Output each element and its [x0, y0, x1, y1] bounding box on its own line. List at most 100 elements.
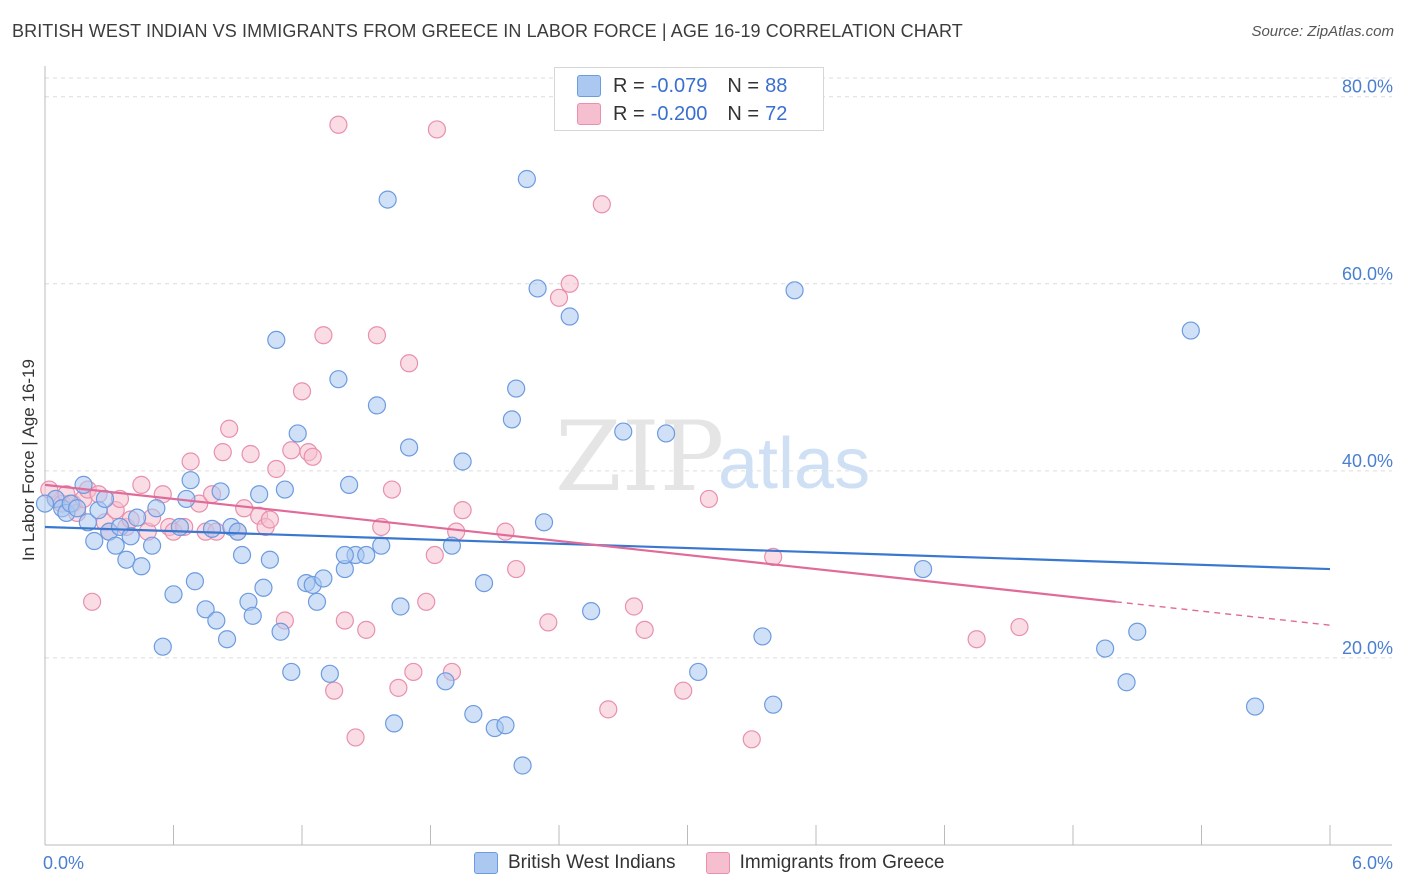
- greece-point: [967, 630, 986, 649]
- bwi-point: [164, 585, 183, 604]
- greece-point: [329, 115, 348, 134]
- bwi-point: [496, 716, 515, 735]
- bwi-point: [35, 494, 55, 513]
- correlation-legend: R = -0.079 N = 88 R = -0.200 N = 72: [554, 67, 824, 131]
- bwi-point: [260, 550, 279, 569]
- greece-point: [592, 195, 611, 214]
- axis-labels: 20.0% 40.0% 60.0% 80.0% 0.0% 6.0% In Labor For…: [19, 77, 1393, 873]
- bwi-trend-line: [44, 525, 1331, 571]
- greece-point: [241, 444, 260, 464]
- bwi-point: [207, 611, 226, 630]
- greece-point: [83, 592, 102, 611]
- bwi-point: [147, 499, 166, 518]
- chart-title: BRITISH WEST INDIAN VS IMMIGRANTS FROM G…: [12, 21, 963, 41]
- greece-point: [303, 447, 322, 466]
- greece-point: [181, 452, 200, 471]
- bwi-point: [232, 545, 252, 565]
- bwi-point: [384, 714, 404, 733]
- bwi-point: [528, 279, 547, 298]
- bwi-point: [314, 569, 333, 588]
- bwi-point: [78, 513, 97, 532]
- bwi-point: [142, 536, 162, 555]
- bwi-point: [170, 517, 190, 537]
- legend-swatch-blue: [577, 75, 601, 97]
- bwi-point: [378, 190, 397, 209]
- greece-point: [220, 419, 239, 438]
- bwi-point: [582, 602, 601, 621]
- greece-point: [399, 354, 419, 373]
- bwi-point: [132, 557, 151, 576]
- bwi-point: [275, 480, 294, 499]
- bwi-point: [307, 592, 327, 611]
- bwi-point: [1181, 321, 1200, 340]
- legend-item-bwi[interactable]: British West Indians: [474, 852, 676, 874]
- bwi-point: [282, 662, 301, 682]
- series-greece-points: [40, 115, 1029, 749]
- grid-lines: [45, 77, 1392, 659]
- greece-point: [367, 326, 387, 345]
- legend-r-label: R =: [613, 102, 645, 125]
- bwi-point: [250, 485, 269, 504]
- bwi-point: [357, 545, 376, 565]
- bwi-point: [320, 664, 339, 683]
- bwi-point: [202, 519, 222, 538]
- bwi-point: [1245, 697, 1265, 716]
- greece-point: [417, 592, 436, 611]
- greece-point: [267, 459, 286, 479]
- legend-r-value: -0.200: [650, 102, 708, 125]
- greece-point: [599, 700, 618, 719]
- bwi-point: [153, 637, 172, 656]
- bwi-point: [243, 606, 262, 625]
- watermark-atlas: atlas: [718, 424, 870, 504]
- greece-point: [453, 501, 472, 520]
- greece-point: [282, 441, 301, 460]
- greece-point: [335, 611, 354, 630]
- greece-point: [549, 288, 569, 307]
- bwi-point: [196, 600, 215, 619]
- legend-row-bwi: R = -0.079 N = 88: [577, 73, 787, 99]
- legend-swatch-blue: [474, 852, 498, 874]
- greece-point: [427, 120, 447, 139]
- greece-point: [635, 620, 654, 639]
- bwi-point: [391, 597, 410, 616]
- bwi-point: [211, 482, 230, 501]
- bwi-point: [68, 499, 87, 518]
- legend-label-greece: Immigrants from Greece: [739, 852, 945, 873]
- bwi-point: [1128, 622, 1147, 641]
- x-tick-label-max: 6.0%: [1352, 853, 1393, 873]
- bwi-point: [534, 513, 554, 532]
- greece-point: [292, 382, 312, 401]
- greece-point: [425, 545, 444, 565]
- trend-lines: [44, 483, 1331, 626]
- greece-trend-line: [44, 483, 1116, 603]
- bwi-point: [689, 662, 708, 682]
- greece-point: [314, 326, 333, 345]
- greece-point: [539, 613, 558, 632]
- legend-n-value: 72: [765, 102, 788, 125]
- bwi-point: [181, 471, 200, 490]
- y-tick-label: 20.0%: [1342, 638, 1393, 658]
- y-tick-label: 40.0%: [1342, 451, 1393, 471]
- greece-point: [389, 678, 408, 697]
- bwi-point: [85, 531, 104, 551]
- legend-item-greece[interactable]: Immigrants from Greece: [705, 852, 945, 874]
- bwi-point: [372, 536, 391, 555]
- bwi-point: [217, 630, 237, 649]
- bwi-point: [513, 756, 532, 775]
- bwi-point: [1117, 673, 1136, 692]
- bwi-point: [329, 370, 348, 389]
- bwi-point: [117, 550, 136, 569]
- bwi-point: [340, 475, 359, 494]
- greece-point: [382, 480, 402, 499]
- bwi-point: [753, 627, 772, 646]
- bwi-point: [228, 522, 247, 541]
- y-tick-label: 60.0%: [1342, 264, 1393, 284]
- greece-trend-extension: [1115, 601, 1331, 626]
- greece-point: [624, 597, 644, 616]
- bwi-point: [502, 410, 521, 429]
- bwi-point: [614, 422, 633, 441]
- bwi-point: [453, 452, 472, 471]
- bwi-point: [785, 281, 804, 300]
- greece-point: [699, 489, 719, 509]
